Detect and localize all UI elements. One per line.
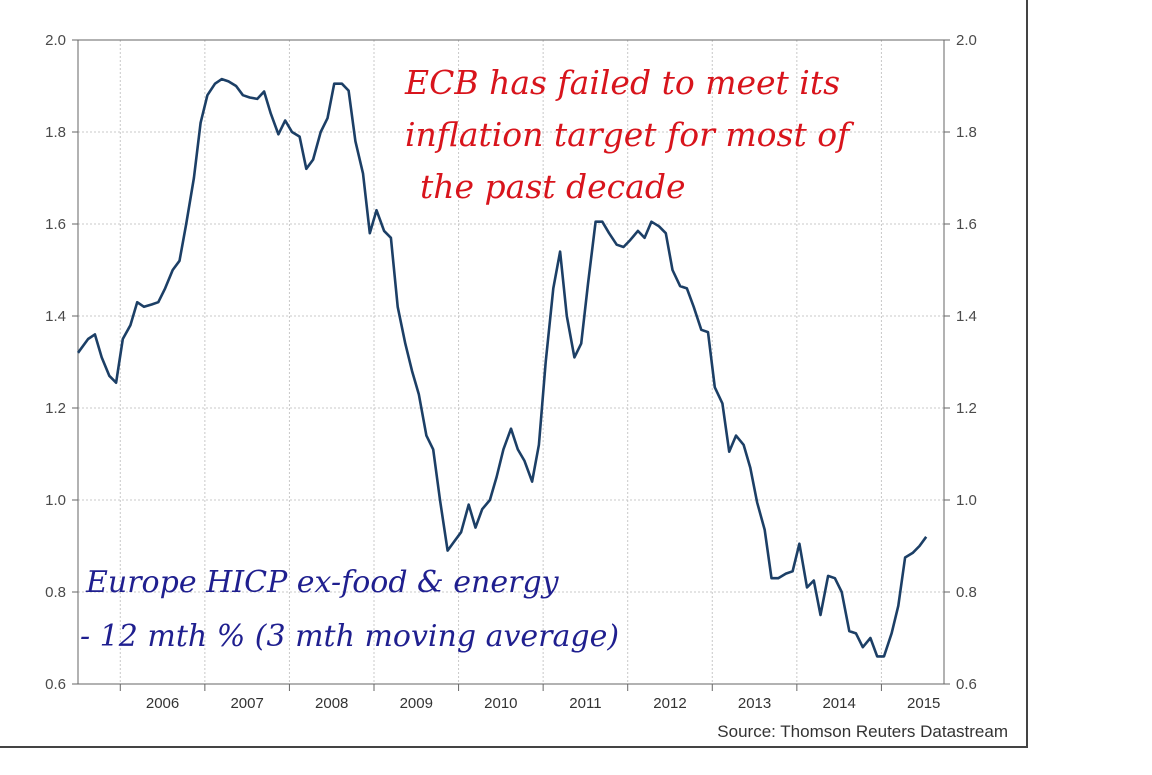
x-tick-label: 2012: [653, 695, 686, 712]
x-tick-label: 2008: [315, 695, 348, 712]
x-tick-label: 2009: [400, 695, 433, 712]
y-tick-label-left: 1.0: [45, 492, 66, 509]
red-annotation-line-2: inflation target for most of: [405, 115, 855, 154]
y-tick-label-left: 0.8: [45, 584, 66, 601]
y-tick-label-right: 1.2: [956, 400, 977, 417]
series-line: [76, 77, 928, 658]
x-tick-label: 2015: [907, 695, 940, 712]
x-tick-label: 2013: [738, 695, 771, 712]
y-axis-right: 0.6 0.8 1.0 1.2 1.4 1.6 1.8 2.0: [956, 32, 977, 693]
source-note: Source: Thomson Reuters Datastream: [717, 722, 1008, 741]
y-axis-left: 0.6 0.8 1.0 1.2 1.4 1.6 1.8 2.0: [45, 32, 66, 693]
x-tick-label: 2006: [146, 695, 179, 712]
x-axis: 2006 2007 2008 2009 2010 2011 2012 2013 2014 2015: [146, 695, 941, 712]
blue-annotation-line-2: - 12 mth % (3 mth moving average): [80, 619, 619, 654]
blue-annotation-line-1: Europe HICP ex-food & energy: [85, 565, 560, 600]
x-tick-label: 2007: [230, 695, 263, 712]
y-tick-label-right: 0.8: [956, 584, 977, 601]
y-tick-label-right: 1.4: [956, 308, 977, 325]
y-tick-label-right: 1.6: [956, 216, 977, 233]
y-tick-label-right: 1.8: [956, 124, 977, 141]
blue-annotation: Europe HICP ex-food & energy - 12 mth % …: [80, 565, 619, 654]
x-tick-label: 2011: [569, 695, 601, 712]
x-tick-label: 2014: [822, 695, 855, 712]
red-annotation-line-3: the past decade: [420, 167, 685, 206]
y-tick-label-left: 0.6: [45, 676, 66, 693]
y-tick-label-left: 2.0: [45, 32, 66, 49]
red-annotation-line-1: ECB has failed to meet its: [404, 63, 840, 102]
y-tick-label-right: 1.0: [956, 492, 977, 509]
y-tick-label-left: 1.8: [45, 124, 66, 141]
axis-ticks: [72, 39, 950, 691]
red-annotation: ECB has failed to meet its inflation tar…: [404, 63, 855, 206]
y-tick-label-left: 1.4: [45, 308, 66, 325]
chart-frame: 0.6 0.8 1.0 1.2 1.4 1.6 1.8 2.0 0.6 0.8 1.0 1.2 1.4…: [0, 0, 1028, 748]
y-tick-label-left: 1.6: [45, 216, 66, 233]
y-tick-label-left: 1.2: [45, 400, 66, 417]
x-tick-label: 2010: [484, 695, 517, 712]
plot-border: [77, 39, 945, 685]
y-tick-label-right: 0.6: [956, 676, 977, 693]
hicp-line-chart: 0.6 0.8 1.0 1.2 1.4 1.6 1.8 2.0 0.6 0.8 1.0 1.2 1.4…: [45, 32, 977, 712]
y-tick-label-right: 2.0: [956, 32, 977, 49]
